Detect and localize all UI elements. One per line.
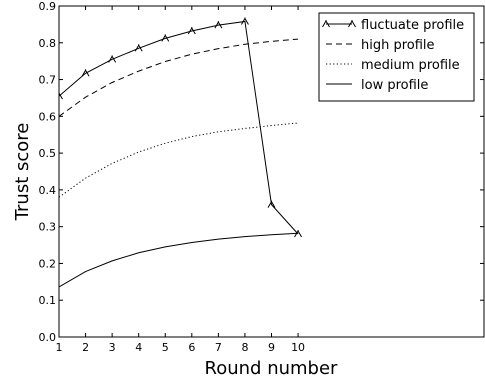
legend: fluctuate profile high profile medium prof…: [318, 12, 475, 102]
y-tick-label: 0.2: [39, 257, 57, 270]
series-high-profile: [59, 38, 299, 117]
x-tick-label: 1: [56, 341, 63, 354]
data-point-marker: [187, 27, 196, 35]
series-line: [59, 38, 299, 117]
y-tick-label: 0.7: [39, 74, 57, 87]
legend-item: fluctuate profile: [322, 18, 464, 33]
data-point-marker: [59, 92, 63, 100]
series-line: [59, 20, 299, 235]
series-lines: [59, 17, 302, 288]
x-tick-label: 5: [162, 341, 169, 354]
series-line: [59, 122, 299, 198]
x-tick-label: 10: [291, 341, 305, 354]
y-tick-label: 0.5: [39, 147, 57, 160]
data-point-marker: [134, 44, 143, 52]
data-point-marker: [214, 21, 223, 29]
legend-item: low profile: [326, 78, 428, 93]
series-low-profile: [59, 232, 299, 288]
legend-label: low profile: [361, 78, 428, 93]
legend-item: medium profile: [326, 58, 460, 73]
y-tick-label: 0.9: [39, 0, 57, 13]
data-point-marker: [108, 55, 117, 63]
y-tick-label: 0.6: [39, 110, 57, 123]
ticks: 0.0 0.1 0.2 0.3 0.4 0.5 0.6 0.7 0.8 0.9 1 2 3 4 5 6 7 8 9 1…: [39, 0, 484, 354]
x-tick-label: 8: [241, 341, 248, 354]
x-tick-label: 3: [109, 341, 116, 354]
x-axis-title: Round number: [205, 358, 339, 379]
legend-label: medium profile: [361, 58, 460, 73]
x-tick-label: 4: [135, 341, 142, 354]
x-tick-label: 2: [82, 341, 89, 354]
y-tick-label: 0.8: [39, 37, 57, 50]
data-point-marker: [294, 230, 302, 238]
x-tick-label: 9: [268, 341, 275, 354]
y-tick-label: 0.0: [39, 331, 57, 344]
legend-label: fluctuate profile: [361, 18, 464, 33]
axis-labels: Round number Trust score: [12, 123, 338, 379]
series-fluctuate-profile: [59, 17, 302, 238]
y-tick-label: 0.3: [39, 221, 57, 234]
data-point-marker: [267, 200, 276, 208]
legend-marker: [348, 20, 356, 28]
series-medium-profile: [59, 122, 299, 198]
series-line: [59, 232, 299, 288]
x-tick-label: 6: [188, 341, 195, 354]
legend-item: high profile: [326, 38, 435, 53]
data-point-marker: [81, 69, 90, 77]
data-point-marker: [161, 34, 170, 42]
legend-marker: [322, 20, 330, 28]
data-point-marker: [241, 17, 249, 25]
x-tick-label: 7: [215, 341, 222, 354]
legend-label: high profile: [361, 38, 435, 53]
y-axis-title: Trust score: [12, 123, 33, 222]
y-tick-label: 0.1: [39, 294, 57, 307]
legend-box: [318, 12, 475, 102]
y-tick-label: 0.4: [39, 184, 57, 197]
